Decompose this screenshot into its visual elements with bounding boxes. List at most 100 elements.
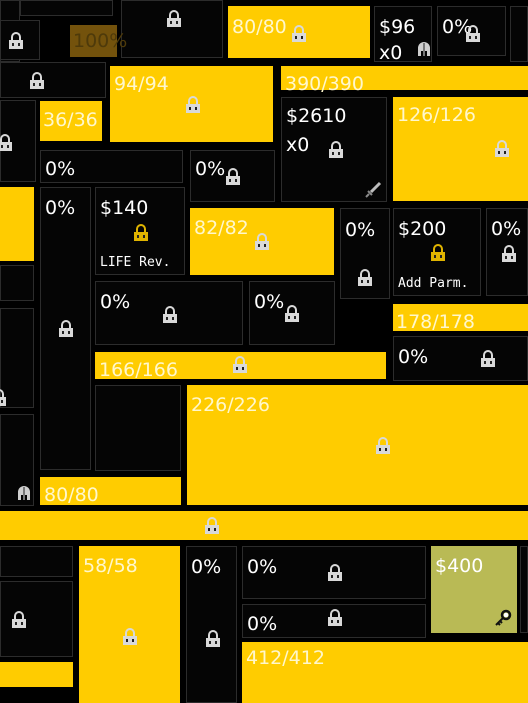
tile-value: 0% (247, 556, 278, 578)
tile-percent[interactable]: 0% (242, 604, 426, 638)
tile-price: $2610 (286, 105, 347, 127)
tile-value: 100% (73, 30, 128, 52)
lock-icon (185, 96, 201, 113)
tile-locked[interactable] (0, 581, 73, 657)
lock-icon (8, 32, 24, 49)
tile-value: 0% (45, 158, 76, 180)
tile-upgrade-36-36[interactable]: 36/36 (40, 101, 102, 141)
lock-icon (284, 305, 300, 322)
tile-percent[interactable]: 0% (190, 150, 275, 202)
tile-upgrade-412-412[interactable]: 412/412 (242, 642, 528, 703)
tile-value: 126/126 (397, 104, 476, 126)
tile-value: 0% (100, 291, 131, 313)
lock-icon (133, 224, 149, 241)
tile-locked[interactable] (0, 100, 36, 182)
lock-icon (430, 244, 446, 261)
tile-caption: LIFE Rev. (100, 255, 171, 270)
tile-multiplier: x0 (379, 42, 403, 64)
lock-icon (375, 437, 391, 454)
tile-percent[interactable]: 0% (340, 208, 390, 299)
tile-price: $200 (398, 218, 447, 240)
tile-percent[interactable]: 0% (95, 281, 243, 345)
tile-value: 80/80 (44, 484, 99, 506)
tile-locked[interactable] (0, 265, 34, 301)
tile-price: $400 (435, 555, 484, 577)
tile-locked[interactable] (20, 0, 113, 16)
tile-upgrade-390-390[interactable]: 390/390 (281, 66, 528, 94)
tile-upgrade-gold[interactable] (0, 662, 73, 687)
tile-upgrade-82-82[interactable]: 82/82 (190, 208, 334, 275)
tile-value: 412/412 (246, 647, 325, 669)
lock-icon (254, 233, 270, 250)
tile-upgrade-226-226[interactable]: 226/226 (187, 385, 528, 505)
sword-icon (364, 181, 382, 199)
lock-icon (232, 356, 248, 373)
tile-value: 390/390 (285, 73, 364, 95)
lock-icon (205, 630, 221, 647)
tile-percent[interactable]: 0% (486, 208, 528, 296)
tile-buy-96[interactable]: $96 x0 (374, 6, 433, 64)
tile-upgrade-126-126[interactable]: 126/126 (393, 97, 528, 201)
tile-upgrade-80-80[interactable]: 80/80 (228, 6, 370, 58)
tile-percent[interactable]: 0% (40, 150, 183, 183)
lock-icon (327, 609, 343, 626)
tile-multiplier: x0 (286, 134, 310, 156)
tile-percent[interactable]: 0% (242, 546, 426, 599)
lock-icon (166, 10, 182, 27)
lock-icon (0, 134, 13, 151)
lock-icon (162, 306, 178, 323)
tile-locked[interactable] (510, 6, 528, 62)
tile-buy-add-parm[interactable]: $200 Add Parm. (393, 208, 481, 296)
tile-price: $96 (379, 16, 416, 38)
tile-value: 94/94 (114, 73, 169, 95)
tile-upgrade-gold[interactable] (0, 187, 34, 261)
tile-locked[interactable] (95, 385, 181, 471)
lock-icon (122, 628, 138, 645)
tile-upgrade-100[interactable]: 100% (70, 25, 127, 57)
lock-icon (501, 245, 517, 262)
lock-icon (204, 517, 220, 534)
lock-icon (29, 72, 45, 89)
tile-value: 178/178 (396, 311, 475, 333)
lock-icon (357, 269, 373, 286)
tile-value: 0% (45, 197, 76, 219)
tile-locked[interactable] (0, 62, 106, 98)
lock-icon (0, 389, 7, 406)
tile-upgrade-wide-bar[interactable] (0, 511, 528, 540)
tile-percent[interactable]: 0% (40, 187, 91, 470)
tile-buy-400[interactable]: $400 (431, 546, 517, 633)
tile-locked[interactable] (0, 414, 34, 506)
tile-upgrade-166-166[interactable]: 166/166 (95, 352, 386, 380)
tile-upgrade-80-80[interactable]: 80/80 (40, 477, 181, 505)
tile-buy-life-rev[interactable]: $140 LIFE Rev. (95, 187, 185, 275)
tile-percent[interactable]: 0% (393, 336, 528, 381)
tile-value: 0% (398, 346, 429, 368)
tile-locked[interactable] (0, 308, 34, 408)
tile-buy-2610[interactable]: $2610 x0 (281, 97, 387, 202)
tile-locked[interactable] (121, 0, 223, 58)
tile-upgrade-178-178[interactable]: 178/178 (393, 304, 528, 333)
key-icon (494, 609, 512, 627)
tile-locked[interactable] (520, 546, 528, 633)
lock-icon (465, 25, 481, 42)
tile-value: 0% (442, 16, 473, 38)
tile-locked[interactable] (0, 546, 73, 577)
tile-value: 58/58 (83, 555, 138, 577)
tile-percent[interactable]: 0% (249, 281, 335, 345)
tile-value: 82/82 (194, 217, 249, 239)
lock-icon (327, 564, 343, 581)
tile-percent[interactable]: 0% (186, 546, 237, 703)
tile-locked[interactable] (0, 20, 40, 60)
tile-value: 0% (345, 219, 376, 241)
lock-icon (291, 25, 307, 42)
lock-icon (11, 611, 27, 628)
tile-value: 0% (195, 158, 226, 180)
tile-upgrade-94-94[interactable]: 94/94 (110, 66, 273, 142)
lock-icon (494, 140, 510, 157)
tile-percent[interactable]: 0% (437, 6, 506, 56)
tile-price: $140 (100, 197, 149, 219)
helmet-icon (415, 40, 433, 58)
lock-icon (328, 141, 344, 158)
tile-upgrade-58-58[interactable]: 58/58 (79, 546, 180, 703)
